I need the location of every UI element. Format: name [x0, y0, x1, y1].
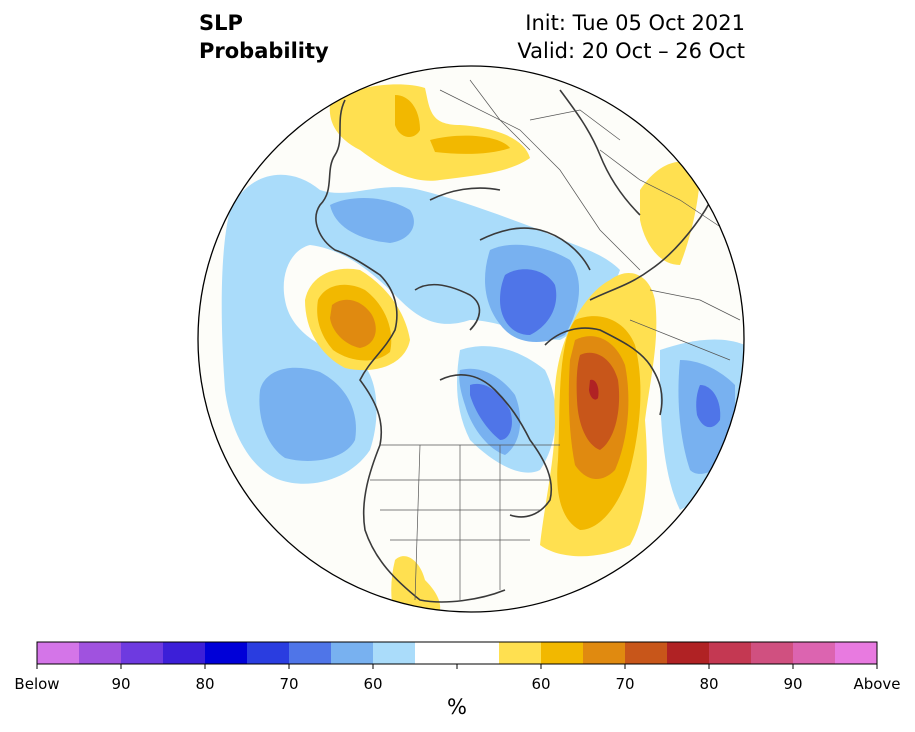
- colorbar-cell: [205, 642, 248, 664]
- map-title: SLP Probability: [199, 9, 329, 65]
- colorbar-tick-label: Above: [853, 675, 901, 693]
- valid-range: Valid: 20 Oct – 26 Oct: [517, 39, 745, 63]
- colorbar-tick-label: 60: [531, 675, 551, 693]
- map-globe: [198, 66, 744, 612]
- colorbar-cell: [499, 642, 542, 664]
- colorbar-cell: [541, 642, 584, 664]
- colorbar-cell: [751, 642, 794, 664]
- colorbar-cell: [121, 642, 164, 664]
- colorbar-tick-label: 70: [279, 675, 299, 693]
- colorbar-unit: %: [447, 695, 467, 719]
- colorbar: [36, 641, 878, 669]
- colorbar-cell: [247, 642, 290, 664]
- colorbar-cell: [415, 642, 500, 664]
- colorbar-tick-label: 90: [783, 675, 803, 693]
- colorbar-cell: [709, 642, 752, 664]
- colorbar-cell: [79, 642, 122, 664]
- colorbar-ticks: [36, 664, 878, 669]
- colorbar-cell: [163, 642, 206, 664]
- colorbar-cell: [373, 642, 416, 664]
- colorbar-tick-label: 90: [111, 675, 131, 693]
- colorbar-cell: [793, 642, 836, 664]
- colorbar-cell: [289, 642, 332, 664]
- colorbar-tick-label: Below: [14, 675, 60, 693]
- colorbar-tick-label: 60: [363, 675, 383, 693]
- colorbar-cell: [37, 642, 80, 664]
- forecast-dates: Init: Tue 05 Oct 2021 Valid: 20 Oct – 26…: [517, 9, 745, 65]
- colorbar-tick-label: 80: [699, 675, 719, 693]
- political-borders: [370, 79, 741, 601]
- above-normal-peak-region: [589, 379, 599, 400]
- colorbar-cell: [667, 642, 710, 664]
- colorbar-cells: [37, 642, 878, 664]
- polar-probability-map: [197, 65, 745, 613]
- colorbar-tick-label: 80: [195, 675, 215, 693]
- title-line-slp: SLP: [199, 11, 243, 35]
- colorbar-cell: [835, 642, 878, 664]
- colorbar-cell: [625, 642, 668, 664]
- init-date: Init: Tue 05 Oct 2021: [525, 11, 745, 35]
- colorbar-cell: [331, 642, 374, 664]
- colorbar-tick-label: 70: [615, 675, 635, 693]
- colorbar-cell: [583, 642, 626, 664]
- globe-outline: [197, 65, 745, 613]
- below-normal-strong-region: [470, 269, 721, 440]
- above-normal-high-region: [576, 352, 620, 450]
- title-line-probability: Probability: [199, 39, 329, 63]
